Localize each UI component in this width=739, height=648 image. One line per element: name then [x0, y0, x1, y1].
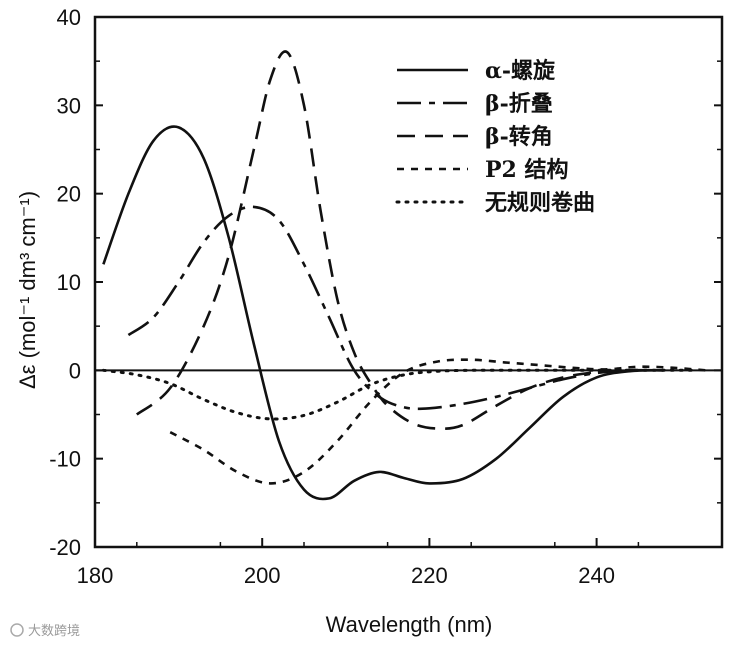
- x-tick-label: 240: [578, 563, 615, 588]
- y-tick-label: 0: [69, 358, 81, 383]
- legend-label: P2 结构: [485, 157, 569, 183]
- series-p2-structure: [169, 358, 706, 485]
- y-tick-label: -10: [49, 447, 81, 472]
- watermark-text: 大数跨境: [28, 624, 80, 639]
- legend-label: β-折叠: [485, 91, 553, 117]
- y-tick-label: 10: [57, 270, 81, 295]
- series-layer: [101, 50, 706, 501]
- legend-label: 无规则卷曲: [485, 190, 595, 216]
- series-alpha-helix: [102, 125, 664, 501]
- axis-ticks: 180 200 220 240 -20 -10 0 10 20 30 40: [49, 5, 722, 588]
- watermark: 大数跨境: [10, 623, 80, 639]
- x-axis-label: Wavelength (nm): [326, 612, 493, 637]
- y-tick-label: 20: [57, 182, 81, 207]
- series-random-coil: [101, 368, 699, 421]
- series-beta-turn: [135, 50, 664, 431]
- y-axis-label: Δε (mol⁻¹ dm³ cm⁻¹): [15, 191, 40, 389]
- x-tick-label: 200: [244, 563, 281, 588]
- legend-label: β-转角: [485, 124, 553, 150]
- plot-border: [93, 15, 724, 549]
- x-tick-label: 180: [77, 563, 114, 588]
- y-tick-label: 40: [57, 5, 81, 30]
- watermark-icon: [10, 623, 24, 637]
- legend-label: α-螺旋: [485, 58, 556, 84]
- plot-frame: [93, 15, 724, 549]
- y-tick-label: 30: [57, 93, 81, 118]
- x-tick-label: 220: [411, 563, 448, 588]
- y-tick-label: -20: [49, 535, 81, 560]
